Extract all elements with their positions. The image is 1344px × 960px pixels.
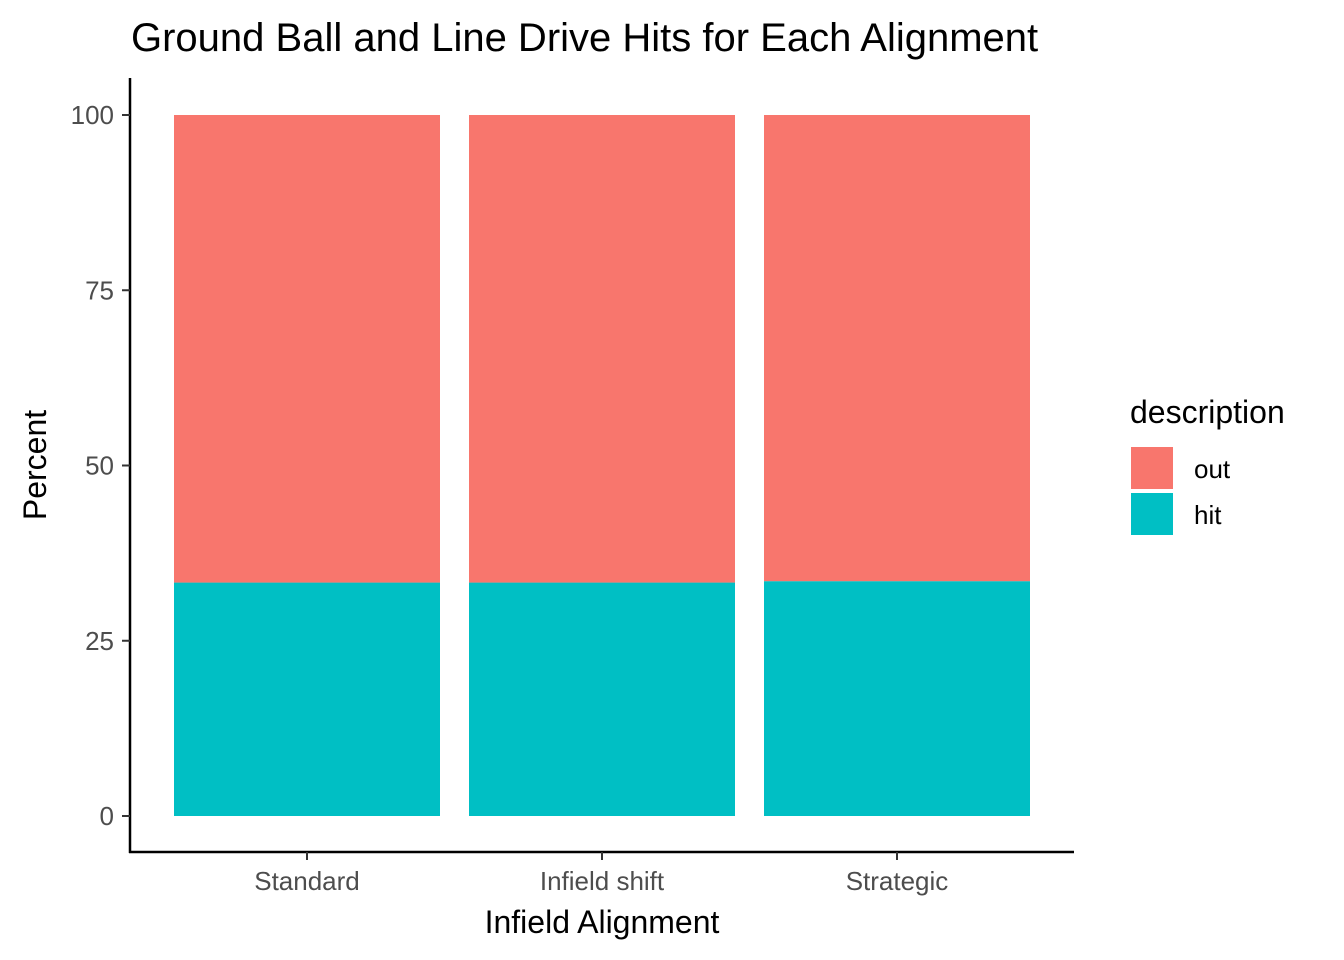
y-axis-ticks: 0 25 50 75 100 xyxy=(71,100,130,831)
x-tick-label: Infield shift xyxy=(540,866,665,896)
bar-hit-infield-shift xyxy=(469,582,735,816)
chart-title: Ground Ball and Line Drive Hits for Each… xyxy=(131,16,1038,60)
bar-out-standard xyxy=(174,115,440,583)
bar-hit-strategic xyxy=(764,581,1030,816)
legend: description out hit xyxy=(1130,394,1285,535)
y-tick-label: 75 xyxy=(85,275,114,305)
bars-group xyxy=(174,115,1030,816)
bar-hit-standard xyxy=(174,582,440,816)
y-tick-label: 0 xyxy=(100,801,114,831)
legend-items: out hit xyxy=(1131,447,1231,535)
legend-key-hit xyxy=(1131,493,1173,535)
y-tick-label: 25 xyxy=(85,626,114,656)
x-axis-ticks: Standard Infield shift Strategic xyxy=(254,852,948,896)
legend-key-out xyxy=(1131,447,1173,489)
y-tick-label: 50 xyxy=(85,451,114,481)
x-tick-label: Strategic xyxy=(846,866,949,896)
x-axis-title: Infield Alignment xyxy=(485,904,720,940)
bar-out-infield-shift xyxy=(469,115,735,583)
x-tick-label: Standard xyxy=(254,866,360,896)
y-axis-title: Percent xyxy=(17,410,53,520)
legend-label-out: out xyxy=(1194,454,1231,484)
y-tick-label: 100 xyxy=(71,100,114,130)
legend-title: description xyxy=(1130,394,1285,430)
bar-out-strategic xyxy=(764,115,1030,582)
legend-label-hit: hit xyxy=(1194,500,1222,530)
